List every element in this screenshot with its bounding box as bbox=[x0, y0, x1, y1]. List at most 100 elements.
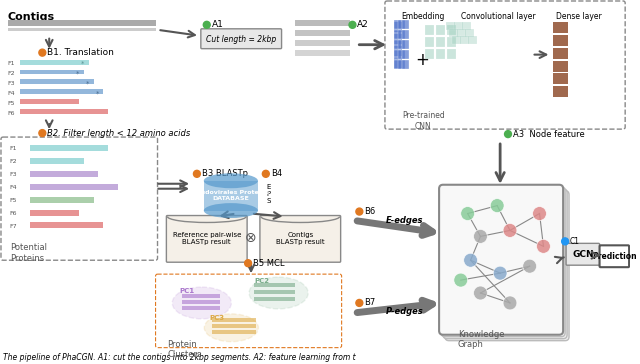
Bar bbox=[29, 184, 118, 190]
Bar bbox=[436, 49, 445, 59]
Circle shape bbox=[504, 131, 511, 138]
Bar bbox=[554, 22, 568, 33]
Bar bbox=[295, 40, 349, 46]
Text: B5 MCL: B5 MCL bbox=[253, 259, 285, 268]
Bar bbox=[397, 40, 404, 49]
Bar bbox=[394, 58, 402, 68]
Bar bbox=[20, 109, 108, 114]
FancyBboxPatch shape bbox=[201, 29, 282, 49]
FancyBboxPatch shape bbox=[439, 185, 563, 335]
Bar bbox=[436, 37, 445, 47]
Text: The pipeline of PhaCGN. A1: cut the contigs into 2kbp segments. A2: feature lear: The pipeline of PhaCGN. A1: cut the cont… bbox=[3, 353, 356, 361]
Bar bbox=[554, 35, 568, 46]
Bar bbox=[394, 50, 401, 59]
Bar bbox=[29, 197, 93, 203]
Bar bbox=[254, 290, 295, 294]
Circle shape bbox=[503, 296, 517, 310]
Ellipse shape bbox=[249, 277, 308, 309]
Bar bbox=[394, 30, 401, 39]
Text: A3  Node feature: A3 Node feature bbox=[513, 130, 585, 139]
Text: Prediction: Prediction bbox=[592, 252, 637, 261]
Circle shape bbox=[503, 223, 517, 237]
Bar bbox=[447, 49, 456, 59]
Bar bbox=[20, 90, 104, 94]
Bar bbox=[20, 70, 84, 75]
Text: B2. Filter length < 12 amino acids: B2. Filter length < 12 amino acids bbox=[47, 128, 191, 138]
Bar bbox=[402, 60, 408, 68]
Bar bbox=[29, 222, 104, 229]
Bar bbox=[394, 20, 401, 29]
Bar bbox=[29, 171, 99, 177]
Ellipse shape bbox=[204, 203, 258, 218]
Text: B1. Translation: B1. Translation bbox=[47, 48, 114, 57]
Text: F1: F1 bbox=[10, 146, 17, 151]
Text: F6: F6 bbox=[10, 211, 17, 216]
Text: *: * bbox=[95, 90, 99, 96]
FancyBboxPatch shape bbox=[166, 215, 247, 262]
Bar bbox=[182, 294, 220, 298]
Circle shape bbox=[532, 207, 547, 221]
Text: *: * bbox=[81, 60, 84, 67]
Bar bbox=[460, 36, 468, 44]
Circle shape bbox=[356, 300, 363, 306]
Bar bbox=[394, 40, 401, 49]
Ellipse shape bbox=[204, 173, 258, 188]
Bar bbox=[426, 25, 434, 35]
Text: *: * bbox=[76, 71, 79, 76]
Bar bbox=[394, 60, 401, 68]
FancyBboxPatch shape bbox=[445, 191, 569, 341]
Bar bbox=[254, 297, 295, 301]
Bar bbox=[182, 300, 220, 304]
Bar bbox=[29, 158, 84, 164]
Ellipse shape bbox=[204, 314, 259, 342]
Bar bbox=[295, 20, 349, 26]
Bar bbox=[554, 60, 568, 71]
Bar bbox=[436, 25, 445, 35]
Circle shape bbox=[356, 208, 363, 215]
Text: B3 BLASTp: B3 BLASTp bbox=[202, 169, 248, 178]
Bar bbox=[254, 283, 295, 287]
Text: +: + bbox=[415, 51, 429, 68]
Bar bbox=[468, 36, 477, 44]
Text: Knowledge
Graph: Knowledge Graph bbox=[458, 330, 504, 349]
Text: F2: F2 bbox=[10, 159, 17, 165]
Bar bbox=[454, 22, 463, 30]
Circle shape bbox=[262, 170, 269, 177]
Bar bbox=[426, 49, 434, 59]
Bar bbox=[402, 30, 408, 39]
Text: A1: A1 bbox=[212, 20, 223, 29]
Bar bbox=[554, 86, 568, 97]
Bar bbox=[295, 50, 349, 56]
Bar bbox=[295, 30, 349, 36]
Text: B6: B6 bbox=[364, 207, 376, 216]
Bar bbox=[447, 25, 456, 35]
Text: Protein
Clusters: Protein Clusters bbox=[168, 340, 202, 359]
Bar bbox=[29, 210, 79, 215]
Bar bbox=[212, 318, 256, 322]
Text: Potential
Proteins: Potential Proteins bbox=[10, 244, 47, 263]
Bar bbox=[397, 60, 404, 68]
Bar bbox=[212, 324, 256, 328]
Bar bbox=[397, 20, 404, 29]
Bar bbox=[397, 30, 404, 39]
Text: F4: F4 bbox=[10, 185, 17, 190]
Text: B4: B4 bbox=[271, 169, 282, 178]
Circle shape bbox=[349, 21, 356, 28]
Text: *: * bbox=[86, 80, 89, 86]
Bar bbox=[426, 37, 434, 47]
Text: PC2: PC2 bbox=[254, 278, 269, 284]
Bar bbox=[20, 60, 88, 64]
Bar bbox=[8, 20, 156, 26]
Text: Caudovirales Proteins
DATABASE: Caudovirales Proteins DATABASE bbox=[192, 190, 269, 201]
Text: C1: C1 bbox=[570, 237, 580, 246]
Ellipse shape bbox=[172, 287, 232, 319]
Bar bbox=[8, 28, 156, 31]
Bar bbox=[461, 22, 470, 30]
Bar bbox=[449, 29, 458, 37]
Text: E
P
S: E P S bbox=[267, 184, 271, 204]
Text: Cut length = 2kbp: Cut length = 2kbp bbox=[206, 35, 276, 44]
Bar bbox=[394, 22, 402, 32]
FancyBboxPatch shape bbox=[600, 245, 629, 267]
Text: F4: F4 bbox=[7, 91, 15, 96]
Circle shape bbox=[474, 229, 487, 244]
